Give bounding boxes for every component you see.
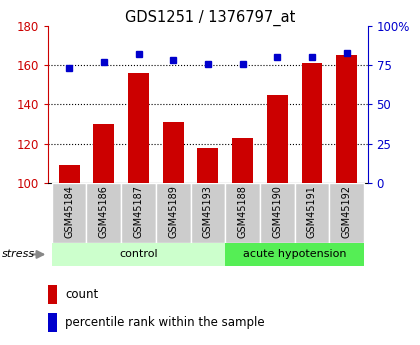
Bar <box>48 314 57 332</box>
Bar <box>225 183 260 243</box>
Bar <box>267 95 288 183</box>
Bar <box>232 138 253 183</box>
Text: GSM45186: GSM45186 <box>99 185 109 238</box>
Bar <box>52 243 225 266</box>
Text: GSM45189: GSM45189 <box>168 185 178 238</box>
Text: GSM45187: GSM45187 <box>134 185 144 238</box>
Bar <box>191 183 225 243</box>
Bar <box>163 122 184 183</box>
Bar <box>260 183 295 243</box>
Bar <box>87 183 121 243</box>
Text: GSM45190: GSM45190 <box>272 185 282 238</box>
Bar <box>329 183 364 243</box>
Bar <box>197 148 218 183</box>
Bar <box>336 55 357 183</box>
Bar <box>59 165 79 183</box>
Text: stress: stress <box>2 249 35 259</box>
Text: GDS1251 / 1376797_at: GDS1251 / 1376797_at <box>125 10 295 26</box>
Bar <box>93 124 114 183</box>
Bar <box>156 183 191 243</box>
Text: percentile rank within the sample: percentile rank within the sample <box>66 316 265 329</box>
Bar <box>52 183 87 243</box>
Text: acute hypotension: acute hypotension <box>243 249 346 259</box>
Bar <box>48 285 57 304</box>
Text: GSM45191: GSM45191 <box>307 185 317 238</box>
Text: control: control <box>119 249 158 259</box>
Text: GSM45188: GSM45188 <box>238 185 248 238</box>
Text: GSM45184: GSM45184 <box>64 185 74 238</box>
Bar <box>128 73 149 183</box>
Bar <box>295 183 329 243</box>
Bar <box>225 243 364 266</box>
Bar <box>121 183 156 243</box>
Bar <box>302 63 323 183</box>
Text: count: count <box>66 288 99 301</box>
Text: GSM45192: GSM45192 <box>342 185 352 238</box>
Text: GSM45193: GSM45193 <box>203 185 213 238</box>
